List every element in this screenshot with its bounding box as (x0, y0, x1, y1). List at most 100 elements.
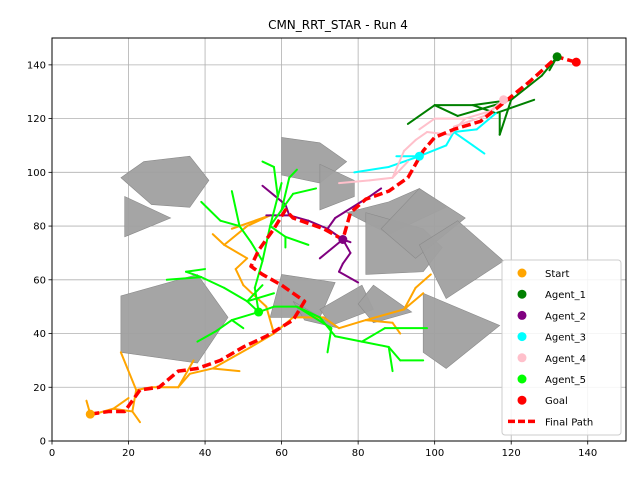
tree-edge-agent-3 (387, 155, 421, 168)
x-tick-label: 20 (122, 448, 135, 459)
tree-edge-agent-5 (238, 225, 252, 244)
tree-edge-start (112, 397, 130, 410)
obstacle (319, 163, 355, 211)
tree-edge-agent-4 (464, 109, 494, 120)
tree-edge-agent-2 (338, 270, 360, 284)
tree-edge-start (234, 257, 249, 271)
final-path-layer (90, 55, 577, 416)
legend-swatch-start (517, 268, 527, 278)
point-start (85, 409, 95, 419)
tree-edge-agent-1 (510, 74, 543, 101)
tree-edge-agent-5 (387, 345, 402, 362)
tree-edge-agent-5 (280, 176, 291, 211)
tree-edge-agent-1 (498, 98, 513, 136)
point-agent-1 (552, 52, 562, 62)
tree-edge-agent-5 (230, 190, 241, 228)
obstacle (357, 284, 413, 324)
tree-edge-start (249, 332, 275, 348)
tree-edge-agent-5 (253, 259, 264, 289)
tree-edge-start (131, 410, 142, 424)
tree-edge-agent-5 (295, 305, 333, 330)
obstacle (380, 188, 466, 259)
x-tick-label: 140 (578, 448, 597, 459)
tree-edge-start (177, 372, 191, 389)
tree-edge-agent-5 (219, 219, 241, 228)
tree-edge-agent-3 (445, 131, 455, 147)
legend-swatch-goal (517, 395, 527, 405)
tree-edge-agent-5 (261, 225, 272, 262)
legend-swatch-agent-1 (517, 289, 527, 299)
y-tick-label: 60 (33, 275, 46, 286)
tree-edge-agent-5 (230, 319, 245, 330)
tree-edge-agent-5 (223, 286, 249, 303)
tree-edge-agent-5 (284, 235, 310, 246)
tree-edge-agent-3 (353, 165, 390, 174)
legend-label-start: Start (545, 269, 570, 280)
y-tick-label: 100 (27, 168, 46, 179)
tree-edge-start (364, 319, 394, 324)
y-tick-label: 140 (27, 60, 46, 71)
tree-edge-agent-5 (360, 327, 386, 343)
tree-edge-start (265, 305, 275, 335)
legend-label-agent-4: Agent_4 (545, 354, 586, 365)
tree-edge-agent-5 (280, 192, 295, 211)
tree-edge-agent-2 (341, 251, 352, 265)
tree-edge-agent-5 (215, 319, 233, 332)
axis-ticks: 0 20 40 60 80 100 120 140 0 20 40 60 80 100 120 140 (27, 60, 597, 459)
x-tick-label: 120 (502, 448, 521, 459)
tree-edge-agent-2 (368, 187, 383, 198)
tree-edge-start (322, 316, 340, 330)
tree-edge-agent-5 (276, 182, 283, 198)
tree-edge-agent-2 (307, 219, 329, 230)
point-goal (571, 57, 581, 67)
tree-edge-agent-3 (471, 144, 486, 155)
tree-edge-start (211, 233, 226, 246)
x-tick-label: 0 (49, 448, 55, 459)
tree-edge-agent-4 (391, 149, 406, 179)
tree-edge-agent-2 (261, 184, 287, 206)
tree-edge-agent-5 (269, 208, 283, 228)
tree-edge-start (242, 284, 268, 308)
obstacle (120, 155, 210, 208)
tree-edge-agent-5 (288, 168, 298, 179)
tree-edge-agent-4 (368, 176, 394, 182)
chart-title: CMN_RRT_STAR - Run 4 (268, 18, 408, 32)
tree-edge-agent-5 (184, 270, 203, 279)
final-path-line (90, 55, 577, 416)
tree-edge-start (364, 308, 406, 322)
tree-edge-agent-5 (269, 225, 287, 238)
legend: Start Agent_1 Agent_2 Agent_3 Agent_4 Agent_5… (501, 259, 622, 436)
tree-edge-agent-5 (272, 165, 279, 198)
tree-edge-agent-1 (456, 101, 505, 117)
tree-edge-agent-5 (246, 292, 275, 303)
tree-edge-agent-5 (360, 340, 390, 348)
point-agent-5 (254, 307, 264, 317)
tree-edge-start (403, 286, 417, 311)
legend-swatch-agent-2 (517, 310, 527, 320)
y-tick-label: 40 (33, 329, 46, 340)
legend-label-agent-3: Agent_3 (545, 333, 586, 344)
tree-edge-agent-5 (200, 200, 222, 222)
tree-edge-start (338, 319, 367, 330)
legend-swatch-agent-4 (517, 353, 527, 363)
obstacles (120, 137, 505, 369)
tree-edge-start (119, 351, 138, 391)
point-agent-3 (414, 151, 424, 161)
tree-edge-start (414, 273, 432, 289)
legend-label-agent-2: Agent_2 (545, 311, 586, 322)
tree-edge-agent-5 (387, 345, 394, 373)
tree-edge-agent-4 (338, 179, 371, 185)
plot-frame (51, 37, 627, 442)
tree-edge-start (223, 243, 249, 260)
tree-edge-start (403, 292, 425, 311)
point-agent-4 (499, 95, 509, 105)
legend-label-goal: Goal (545, 396, 568, 407)
tree-edge-agent-5 (246, 284, 264, 303)
tree-edge-agent-5 (249, 241, 264, 262)
legend-label-final-path: Final Path (545, 417, 593, 428)
tree-edge-agent-2 (318, 238, 344, 260)
tree-edge-agent-3 (475, 112, 497, 131)
tree-edge-agent-4 (403, 139, 417, 152)
search-trees (85, 55, 559, 424)
